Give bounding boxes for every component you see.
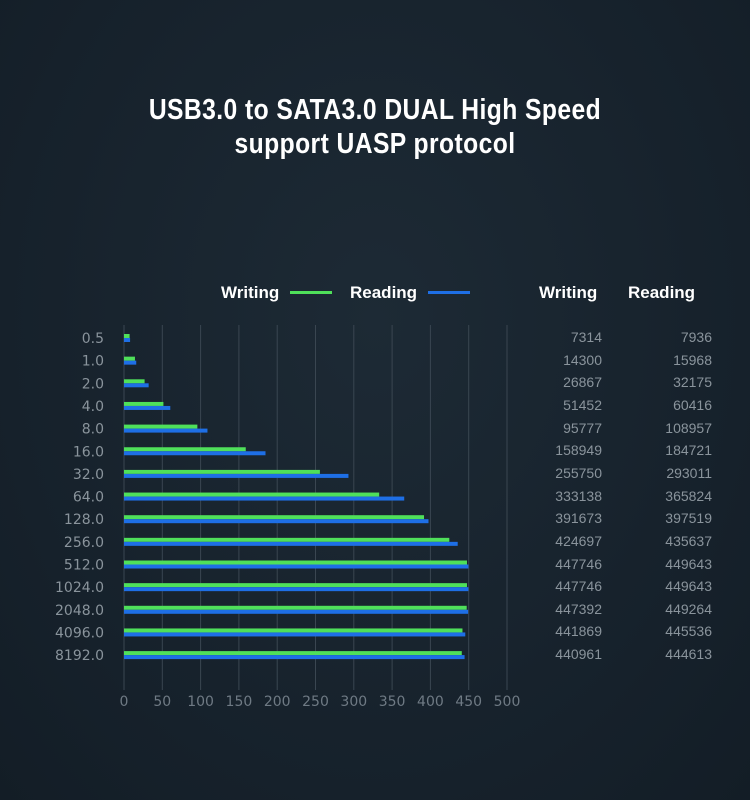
writing-bar xyxy=(124,515,425,520)
writing-bar xyxy=(124,492,380,497)
reading-value: 449264 xyxy=(665,600,712,617)
reading-bar xyxy=(124,383,149,388)
y-tick-label: 256.0 xyxy=(64,535,104,551)
table-header-reading: Reading xyxy=(628,283,696,302)
reading-bar xyxy=(124,655,465,660)
x-tick-label: 0 xyxy=(120,694,129,710)
title-line-2: support UASP protocol xyxy=(234,128,516,160)
legend-reading-swatch xyxy=(428,291,470,294)
reading-value: 449643 xyxy=(665,555,712,572)
reading-value: 445536 xyxy=(665,623,712,640)
reading-bar xyxy=(124,405,171,410)
y-tick-label: 8.0 xyxy=(82,422,104,438)
y-tick-label: 8192.0 xyxy=(55,648,104,664)
writing-bar xyxy=(124,401,164,406)
reading-value: 184721 xyxy=(665,442,712,459)
legend-writing-swatch xyxy=(290,291,332,294)
writing-value: 14300 xyxy=(563,351,602,368)
writing-bar xyxy=(124,651,462,656)
writing-value: 447746 xyxy=(555,578,602,595)
writing-value: 391673 xyxy=(555,510,602,527)
y-tick-label: 4096.0 xyxy=(55,625,104,641)
y-tick-label: 512.0 xyxy=(64,558,104,574)
reading-bar xyxy=(124,564,469,569)
reading-value: 444613 xyxy=(665,646,712,663)
writing-value: 26867 xyxy=(563,374,602,391)
reading-value: 60416 xyxy=(673,396,712,413)
reading-bar xyxy=(124,360,137,365)
writing-bar xyxy=(124,447,246,452)
reading-value: 108957 xyxy=(665,419,712,436)
writing-value: 447746 xyxy=(555,555,602,572)
title-line-1: USB3.0 to SATA3.0 DUAL High Speed xyxy=(148,94,602,126)
writing-bar xyxy=(124,424,198,429)
writing-bar xyxy=(124,605,467,610)
x-tick-label: 150 xyxy=(226,694,253,710)
reading-bar xyxy=(124,428,208,433)
reading-bar xyxy=(124,451,266,456)
y-tick-label: 1024.0 xyxy=(55,580,104,596)
writing-value: 441869 xyxy=(555,623,602,640)
x-tick-label: 400 xyxy=(417,694,444,710)
writing-bar xyxy=(124,334,130,338)
x-tick-label: 450 xyxy=(455,694,482,710)
reading-value: 449643 xyxy=(665,578,712,595)
writing-value: 7314 xyxy=(570,329,602,345)
legend-reading-label: Reading xyxy=(350,283,418,302)
writing-bar xyxy=(124,628,463,633)
y-tick-label: 16.0 xyxy=(73,444,104,460)
x-tick-label: 300 xyxy=(340,694,367,710)
reading-value: 397519 xyxy=(665,510,712,527)
writing-value: 440961 xyxy=(555,646,602,663)
x-tick-label: 350 xyxy=(379,694,406,710)
y-tick-label: 0.5 xyxy=(82,331,104,347)
reading-value: 435637 xyxy=(665,532,712,549)
x-tick-label: 100 xyxy=(187,694,214,710)
y-tick-label: 32.0 xyxy=(73,467,104,483)
reading-bar xyxy=(124,496,405,501)
y-tick-label: 64.0 xyxy=(73,490,104,506)
writing-value: 333138 xyxy=(555,487,602,504)
writing-bar xyxy=(124,583,467,588)
reading-value: 365824 xyxy=(665,487,712,504)
y-tick-label: 2048.0 xyxy=(55,603,104,619)
writing-value: 158949 xyxy=(555,442,602,459)
y-tick-label: 1.0 xyxy=(82,354,104,370)
reading-bar xyxy=(124,587,469,592)
x-tick-label: 500 xyxy=(494,694,521,710)
x-tick-label: 50 xyxy=(153,694,171,710)
x-tick-label: 250 xyxy=(302,694,329,710)
writing-bar xyxy=(124,356,135,361)
reading-value: 15968 xyxy=(673,351,712,368)
reading-bar xyxy=(124,632,466,637)
writing-bar xyxy=(124,537,450,542)
writing-bar xyxy=(124,469,320,474)
reading-bar xyxy=(124,519,429,524)
writing-bar xyxy=(124,560,467,565)
y-tick-label: 4.0 xyxy=(82,399,104,415)
writing-value: 447392 xyxy=(555,600,602,617)
y-tick-label: 2.0 xyxy=(82,376,104,392)
reading-bar xyxy=(124,541,458,546)
table-header-writing: Writing xyxy=(539,283,598,302)
reading-value: 32175 xyxy=(673,374,712,391)
writing-value: 424697 xyxy=(555,532,602,549)
y-tick-label: 128.0 xyxy=(64,512,104,528)
writing-value: 255750 xyxy=(555,464,602,481)
writing-bar xyxy=(124,379,145,384)
writing-value: 51452 xyxy=(563,396,602,413)
reading-value: 7936 xyxy=(680,329,712,345)
reading-bar xyxy=(124,473,349,478)
writing-value: 95777 xyxy=(563,419,602,436)
reading-value: 293011 xyxy=(666,464,712,481)
reading-bar xyxy=(124,338,131,342)
x-tick-label: 200 xyxy=(264,694,291,710)
legend-writing-label: Writing xyxy=(221,283,280,302)
reading-bar xyxy=(124,609,469,614)
